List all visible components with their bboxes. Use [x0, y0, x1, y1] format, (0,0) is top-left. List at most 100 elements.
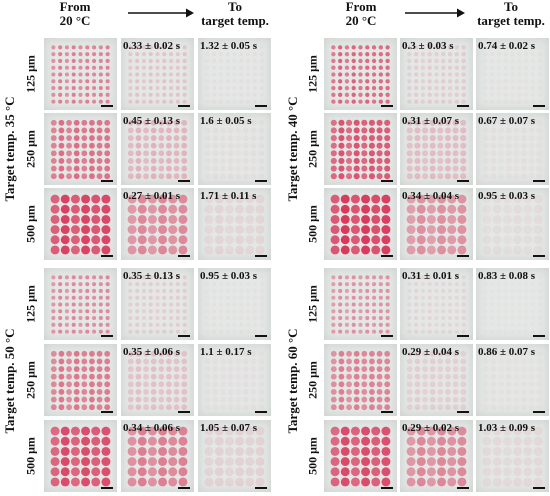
dot	[331, 92, 336, 97]
dot	[78, 309, 83, 314]
scale-bar	[533, 254, 545, 257]
dot	[426, 477, 436, 487]
dot	[158, 404, 165, 411]
dot	[536, 366, 542, 372]
dot	[538, 282, 542, 286]
dot	[143, 373, 149, 380]
dot	[148, 329, 153, 334]
dot	[166, 358, 172, 365]
dot	[58, 322, 63, 327]
dot	[245, 477, 255, 487]
dot	[51, 86, 56, 91]
dot	[483, 316, 487, 320]
dot-array	[406, 194, 467, 255]
dot	[338, 45, 343, 50]
dot	[505, 165, 512, 172]
dot	[350, 477, 360, 487]
dot	[89, 142, 95, 149]
dot	[429, 404, 436, 411]
dot	[371, 477, 381, 487]
dot	[492, 426, 502, 436]
header-to-line2: target temp.	[201, 13, 269, 28]
dot	[51, 99, 56, 104]
dot	[524, 93, 528, 97]
dot	[368, 127, 375, 134]
dot	[344, 275, 349, 280]
dot	[141, 45, 146, 50]
dot	[141, 295, 146, 300]
dot	[445, 404, 451, 411]
dot	[444, 119, 451, 126]
dot	[361, 119, 368, 126]
dot	[537, 59, 541, 63]
dot	[447, 85, 453, 91]
dot	[150, 158, 157, 164]
dot	[101, 225, 111, 235]
dot	[173, 358, 180, 365]
dot	[420, 58, 426, 64]
dot	[58, 135, 65, 141]
dot	[219, 316, 223, 320]
dot	[504, 52, 508, 56]
dot	[204, 225, 214, 235]
dot	[70, 426, 80, 436]
dot	[346, 381, 352, 388]
dot	[50, 127, 57, 134]
dot	[101, 457, 111, 467]
dot	[414, 99, 419, 104]
dot	[361, 404, 368, 411]
dot	[330, 165, 337, 172]
dot	[148, 295, 153, 300]
dot	[457, 436, 467, 446]
dot	[141, 92, 146, 97]
scale-bar	[101, 254, 113, 257]
dot	[510, 302, 514, 306]
dot	[85, 322, 90, 327]
dot	[420, 309, 425, 314]
dot	[219, 100, 223, 104]
dot	[434, 92, 439, 97]
dot	[78, 329, 83, 334]
dot	[414, 373, 421, 380]
dot	[385, 322, 390, 327]
dot	[504, 59, 508, 63]
dot	[250, 150, 257, 157]
dot	[96, 158, 103, 164]
dot	[141, 329, 146, 334]
group-label: Target temp. 60 °C	[285, 327, 300, 434]
dot	[66, 135, 72, 141]
dot	[385, 302, 390, 307]
dot	[340, 235, 350, 245]
dot	[260, 316, 264, 320]
dot	[482, 245, 492, 255]
dot	[127, 446, 137, 456]
dot	[128, 316, 133, 321]
dot	[227, 119, 234, 126]
dot	[437, 373, 444, 380]
dot	[361, 142, 368, 149]
dot	[60, 426, 70, 436]
dot	[420, 282, 425, 287]
dot	[371, 92, 377, 97]
dot	[482, 446, 492, 456]
dot	[510, 282, 514, 286]
dot	[51, 275, 56, 280]
dot	[427, 99, 432, 104]
dot	[168, 467, 178, 477]
dot	[531, 52, 535, 56]
dot	[452, 404, 459, 411]
dot	[497, 52, 501, 56]
dot	[91, 426, 101, 436]
dot	[127, 467, 137, 477]
dot	[498, 158, 504, 164]
dot	[447, 426, 457, 436]
dot	[204, 477, 214, 487]
dot	[483, 302, 487, 306]
dot	[175, 316, 180, 321]
dot	[232, 52, 236, 56]
dot	[346, 135, 353, 142]
dot	[158, 350, 165, 357]
dot	[158, 373, 165, 380]
dot	[227, 358, 234, 365]
dot	[368, 173, 375, 180]
